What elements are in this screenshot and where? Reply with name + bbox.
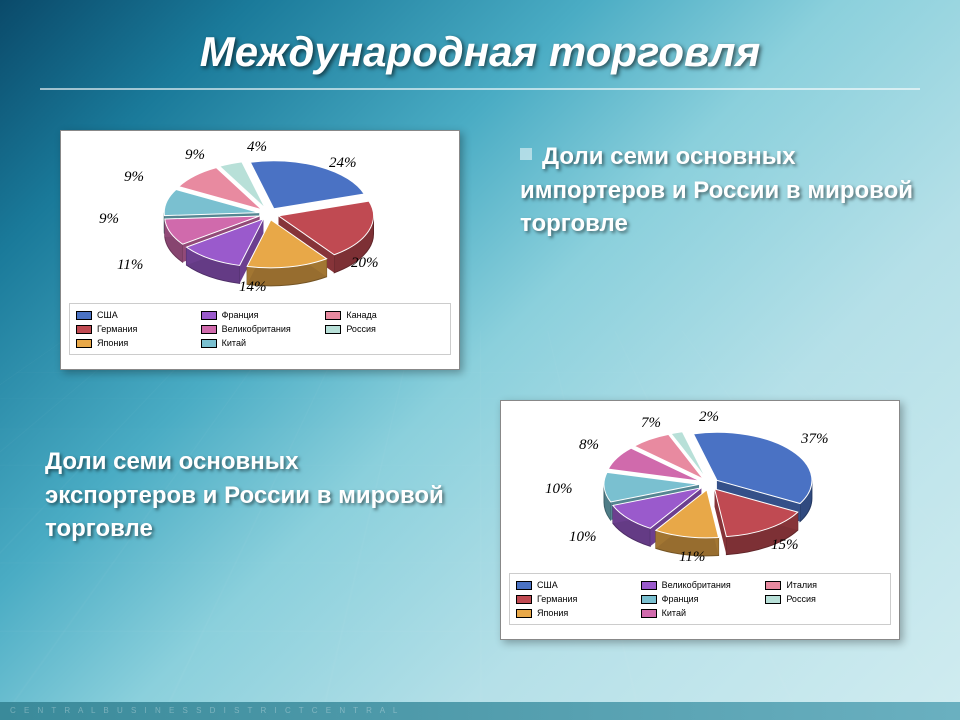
legend-swatch <box>325 311 341 320</box>
legend-item: Китай <box>201 338 320 348</box>
legend-swatch <box>76 311 92 320</box>
legend-label: Великобритания <box>662 580 731 590</box>
legend-label: Канада <box>346 310 376 320</box>
pie-slice-label: 7% <box>641 415 661 432</box>
pie-slice-label: 2% <box>699 409 719 426</box>
legend-item: Великобритания <box>201 324 320 334</box>
exporters-chart: 37% 15% 11% 10% 10% 8% 7% 2% США Великобритания И… <box>500 400 900 640</box>
pie-slice-label: 15% <box>771 537 799 554</box>
importers-pie-area: 24% 20% 14% 11% 9% 9% 9% 4% <box>69 139 451 299</box>
legend-item: США <box>76 310 195 320</box>
legend-item: Россия <box>765 594 884 604</box>
legend-swatch <box>641 595 657 604</box>
pie-slice-label: 10% <box>545 481 573 498</box>
legend-item: Италия <box>765 580 884 590</box>
legend-swatch <box>201 311 217 320</box>
legend-swatch <box>641 609 657 618</box>
legend-label: Япония <box>97 338 128 348</box>
pie-slice-label: 9% <box>99 211 119 228</box>
legend-item: Германия <box>516 594 635 604</box>
legend-swatch <box>516 581 532 590</box>
legend-item: Япония <box>76 338 195 348</box>
pie-slice-label: 4% <box>247 139 267 156</box>
pie-slice-label: 8% <box>579 437 599 454</box>
legend-item: США <box>516 580 635 590</box>
legend-item: Канада <box>325 310 444 320</box>
importers-chart: 24% 20% 14% 11% 9% 9% 9% 4% США Франция Канада Гер… <box>60 130 460 370</box>
pie-slice-label: 20% <box>351 255 379 272</box>
pie-slice-label: 11% <box>117 257 143 274</box>
legend-item: Франция <box>641 594 760 604</box>
legend-item: Россия <box>325 324 444 334</box>
legend-label: Италия <box>786 580 817 590</box>
importers-legend: США Франция Канада Германия Великобритания Ро… <box>69 303 451 355</box>
legend-swatch <box>76 339 92 348</box>
importers-caption: Доли семи основных импортеров и России в… <box>520 140 920 241</box>
pie-slice-label: 24% <box>329 155 357 172</box>
legend-swatch <box>641 581 657 590</box>
legend-label: Германия <box>97 324 137 334</box>
importers-caption-text: Доли семи основных импортеров и России в… <box>520 143 913 237</box>
exporters-caption: Доли семи основных экспортеров и России … <box>45 445 445 546</box>
legend-item: Китай <box>641 608 760 618</box>
bullet-icon <box>520 148 532 160</box>
legend-swatch <box>765 595 781 604</box>
legend-label: Франция <box>662 594 699 604</box>
exporters-pie-area: 37% 15% 11% 10% 10% 8% 7% 2% <box>509 409 891 569</box>
legend-label: Россия <box>346 324 376 334</box>
pie-slice-label: 11% <box>679 549 705 566</box>
pie-slice-label: 9% <box>124 169 144 186</box>
legend-label: США <box>537 580 558 590</box>
legend-label: Великобритания <box>222 324 291 334</box>
legend-swatch <box>516 595 532 604</box>
legend-label: США <box>97 310 118 320</box>
legend-label: Россия <box>786 594 816 604</box>
footer-strip: C E N T R A L B U S I N E S S D I S T R … <box>0 702 960 720</box>
legend-swatch <box>201 339 217 348</box>
legend-label: Франция <box>222 310 259 320</box>
page-title: Международная торговля <box>40 28 920 90</box>
legend-label: Япония <box>537 608 568 618</box>
exporters-caption-text: Доли семи основных экспортеров и России … <box>45 448 444 542</box>
legend-item <box>325 338 444 348</box>
legend-item: Франция <box>201 310 320 320</box>
pie-slice-label: 10% <box>569 529 597 546</box>
legend-swatch <box>76 325 92 334</box>
legend-label: Китай <box>662 608 686 618</box>
legend-swatch <box>325 325 341 334</box>
legend-swatch <box>516 609 532 618</box>
legend-item: Великобритания <box>641 580 760 590</box>
legend-item: Япония <box>516 608 635 618</box>
legend-item <box>765 608 884 618</box>
legend-label: Китай <box>222 338 246 348</box>
legend-swatch <box>201 325 217 334</box>
exporters-legend: США Великобритания Италия Германия Франция Ро… <box>509 573 891 625</box>
pie-slice-label: 14% <box>239 279 267 296</box>
importers-pie-svg <box>69 139 453 299</box>
legend-label: Германия <box>537 594 577 604</box>
pie-slice-label: 9% <box>185 147 205 164</box>
pie-slice-label: 37% <box>801 431 829 448</box>
legend-item: Германия <box>76 324 195 334</box>
legend-swatch <box>765 581 781 590</box>
